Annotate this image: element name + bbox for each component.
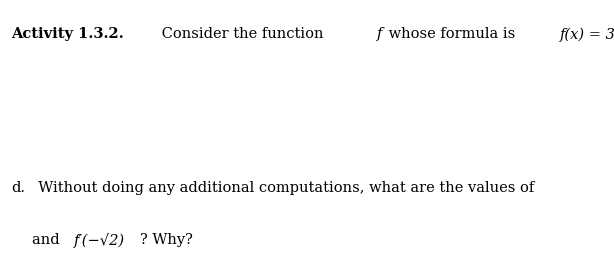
Text: f(x) = 3 – 2x.: f(x) = 3 – 2x. (559, 27, 614, 42)
Text: d.: d. (11, 181, 25, 195)
Text: f: f (378, 27, 383, 41)
Text: Activity 1.3.2.: Activity 1.3.2. (11, 27, 124, 41)
Text: Without doing any additional computations, what are the values of: Without doing any additional computation… (29, 181, 539, 195)
Text: and: and (32, 233, 64, 247)
Text: ? Why?: ? Why? (140, 233, 193, 247)
Text: f′(−√2): f′(−√2) (74, 233, 125, 248)
Text: Consider the function: Consider the function (157, 27, 328, 41)
Text: whose formula is: whose formula is (384, 27, 520, 41)
